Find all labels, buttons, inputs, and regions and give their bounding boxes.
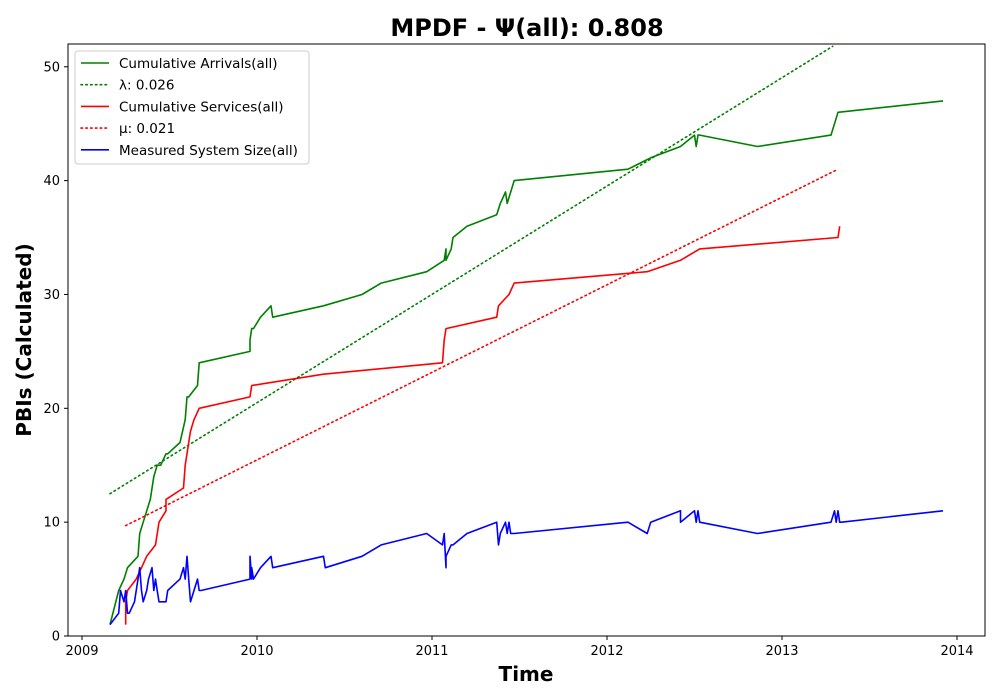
chart-title: MPDF - Ψ(all): 0.808 <box>390 14 663 42</box>
legend: Cumulative Arrivals(all) λ: 0.026 Cumulati… <box>74 50 310 165</box>
series-line-4 <box>109 509 944 626</box>
series-line-2 <box>124 226 841 625</box>
legend-label: Cumulative Arrivals(all) <box>119 56 278 72</box>
series-line-3 <box>124 168 839 527</box>
x-tick-label: 2014 <box>940 644 973 659</box>
x-tick-label: 2012 <box>590 644 623 659</box>
x-axis-title: Time <box>499 662 554 686</box>
series-line-0 <box>109 100 944 625</box>
x-tick-label: 2009 <box>65 644 98 659</box>
y-axis-title: PBIs (Calculated) <box>12 243 36 436</box>
x-tick-label: 2011 <box>415 644 448 659</box>
x-tick-label: 2010 <box>240 644 273 659</box>
x-axis: 2009 2010 2011 2012 2013 2014 <box>65 636 974 659</box>
y-tick-label: 20 <box>43 402 60 417</box>
legend-label: μ: 0.021 <box>119 121 175 137</box>
y-tick-label: 10 <box>43 516 60 531</box>
series-layer <box>109 45 944 626</box>
y-tick-label: 30 <box>43 288 60 303</box>
legend-label: Measured System Size(all) <box>119 143 298 159</box>
legend-label: λ: 0.026 <box>119 78 174 94</box>
y-tick-label: 0 <box>52 630 60 645</box>
y-tick-label: 40 <box>43 174 60 189</box>
y-axis: 0 10 20 30 40 50 <box>43 60 68 645</box>
x-tick-label: 2013 <box>765 644 798 659</box>
legend-frame <box>74 50 310 165</box>
plot-frame <box>67 43 986 637</box>
y-tick-label: 50 <box>43 60 60 75</box>
plot-area <box>67 43 986 637</box>
legend-label: Cumulative Services(all) <box>119 99 284 115</box>
